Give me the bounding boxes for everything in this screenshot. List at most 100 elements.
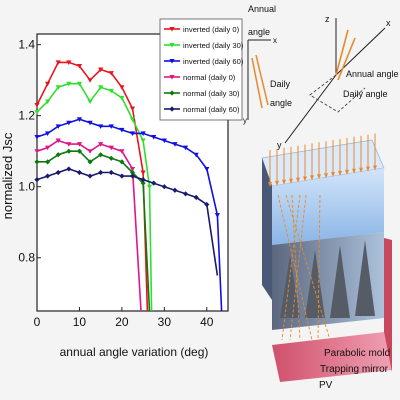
- ray-arrowhead: [338, 171, 342, 176]
- focused-rays: [277, 194, 331, 341]
- data-point: [87, 99, 93, 105]
- x-axis-label: annual angle variation (deg): [60, 345, 209, 359]
- x-tick-label: 20: [115, 315, 129, 329]
- focused-ray: [291, 194, 301, 341]
- ray-arrowhead: [366, 166, 370, 172]
- y-tick-label: 0.8: [18, 251, 35, 265]
- incoming-rays: [268, 133, 377, 187]
- data-point: [55, 152, 61, 158]
- mold-front-face: [262, 158, 272, 300]
- y-tick-label: 1.4: [18, 38, 35, 52]
- pv-side: [384, 238, 392, 372]
- inset-y-label: y: [243, 116, 247, 125]
- legend-label: normal (daily 0): [183, 73, 236, 82]
- data-point: [76, 63, 83, 69]
- device-illustration: Parabolic mold Trapping mirror PV: [261, 133, 392, 391]
- series-line: [36, 61, 149, 312]
- data-point: [129, 106, 136, 112]
- data-point: [169, 75, 175, 80]
- data-point: [98, 152, 104, 158]
- data-point: [66, 120, 72, 126]
- data-point: [193, 152, 199, 158]
- y-axis-label: normalized Jsc: [0, 132, 15, 219]
- data-point: [108, 169, 114, 176]
- data-point: [169, 90, 175, 96]
- angle-inset-2d: Annual angle x y Daily angle: [243, 4, 293, 125]
- ray-arrowhead: [310, 175, 314, 181]
- parabolic-mold-label: Parabolic mold: [324, 348, 390, 359]
- data-point: [98, 85, 104, 90]
- series-4: [34, 148, 151, 312]
- data-point: [129, 169, 136, 176]
- series-1: [34, 81, 153, 312]
- x-tick-label: 30: [158, 315, 172, 329]
- data-point: [172, 142, 178, 147]
- data-point: [45, 99, 51, 105]
- data-point: [34, 103, 40, 108]
- ray-arrowhead: [317, 174, 321, 180]
- data-point: [140, 138, 146, 144]
- data-point: [108, 124, 114, 129]
- data-point: [87, 173, 93, 179]
- data-point: [34, 177, 40, 183]
- data-point: [66, 81, 72, 87]
- data-point: [55, 60, 61, 66]
- series-5: [34, 166, 219, 276]
- data-point: [169, 43, 175, 48]
- data-point: [140, 177, 146, 183]
- z-axis-label-3d: z: [325, 14, 330, 24]
- focused-ray: [317, 194, 321, 341]
- series-0: [34, 60, 149, 312]
- ray-arrowhead: [331, 172, 335, 178]
- data-point: [55, 169, 61, 176]
- daily-angle-label: Daily angle: [270, 79, 293, 108]
- cavity-4: [355, 240, 375, 316]
- data-point: [66, 148, 72, 154]
- data-point: [66, 142, 72, 147]
- data-point: [172, 187, 178, 193]
- ray-arrowhead: [359, 167, 363, 173]
- x-axis-3d: [335, 27, 386, 76]
- ray-arrowhead: [282, 179, 286, 185]
- data-point: [87, 78, 93, 83]
- ray-arrowhead: [324, 173, 328, 179]
- data-point: [108, 145, 114, 151]
- data-point: [151, 134, 157, 140]
- data-point: [98, 124, 104, 129]
- data-point: [182, 191, 189, 197]
- data-point: [182, 145, 189, 151]
- data-point: [119, 127, 125, 133]
- data-point: [76, 117, 83, 122]
- legend-label: normal (daily 60): [183, 105, 240, 114]
- legend-label: inverted (daily 0): [183, 25, 240, 34]
- ray-arrowhead: [275, 180, 279, 186]
- pv-label: PV: [319, 380, 333, 391]
- angle-diagram-3d: z x y Annual angle Daily angle: [277, 14, 399, 150]
- legend-label: inverted (daily 60): [183, 57, 244, 66]
- mold-lower: [272, 232, 384, 330]
- ray-3d-1: [335, 29, 349, 76]
- data-point: [66, 166, 72, 172]
- data-point: [76, 148, 83, 154]
- legend-label: normal (daily 30): [183, 89, 240, 98]
- data-point: [119, 159, 125, 165]
- data-point: [169, 106, 175, 112]
- data-point: [146, 184, 153, 190]
- data-point: [45, 173, 51, 179]
- data-point: [169, 59, 175, 64]
- data-point: [108, 155, 114, 161]
- cavity-1: [280, 255, 300, 318]
- ray-arrowhead: [303, 176, 307, 182]
- data-point: [119, 173, 125, 179]
- inset-x-label: x: [273, 36, 277, 45]
- x-tick-label: 40: [200, 315, 214, 329]
- y-axis-ticks: 0.8 1.0 1.2 1.4: [18, 38, 41, 265]
- data-point: [108, 88, 114, 94]
- data-point: [98, 169, 104, 176]
- series-layer: [34, 60, 223, 312]
- data-point: [129, 166, 136, 172]
- data-point: [66, 60, 72, 66]
- data-point: [87, 120, 93, 126]
- mold-body: [272, 168, 384, 245]
- data-point: [108, 71, 114, 76]
